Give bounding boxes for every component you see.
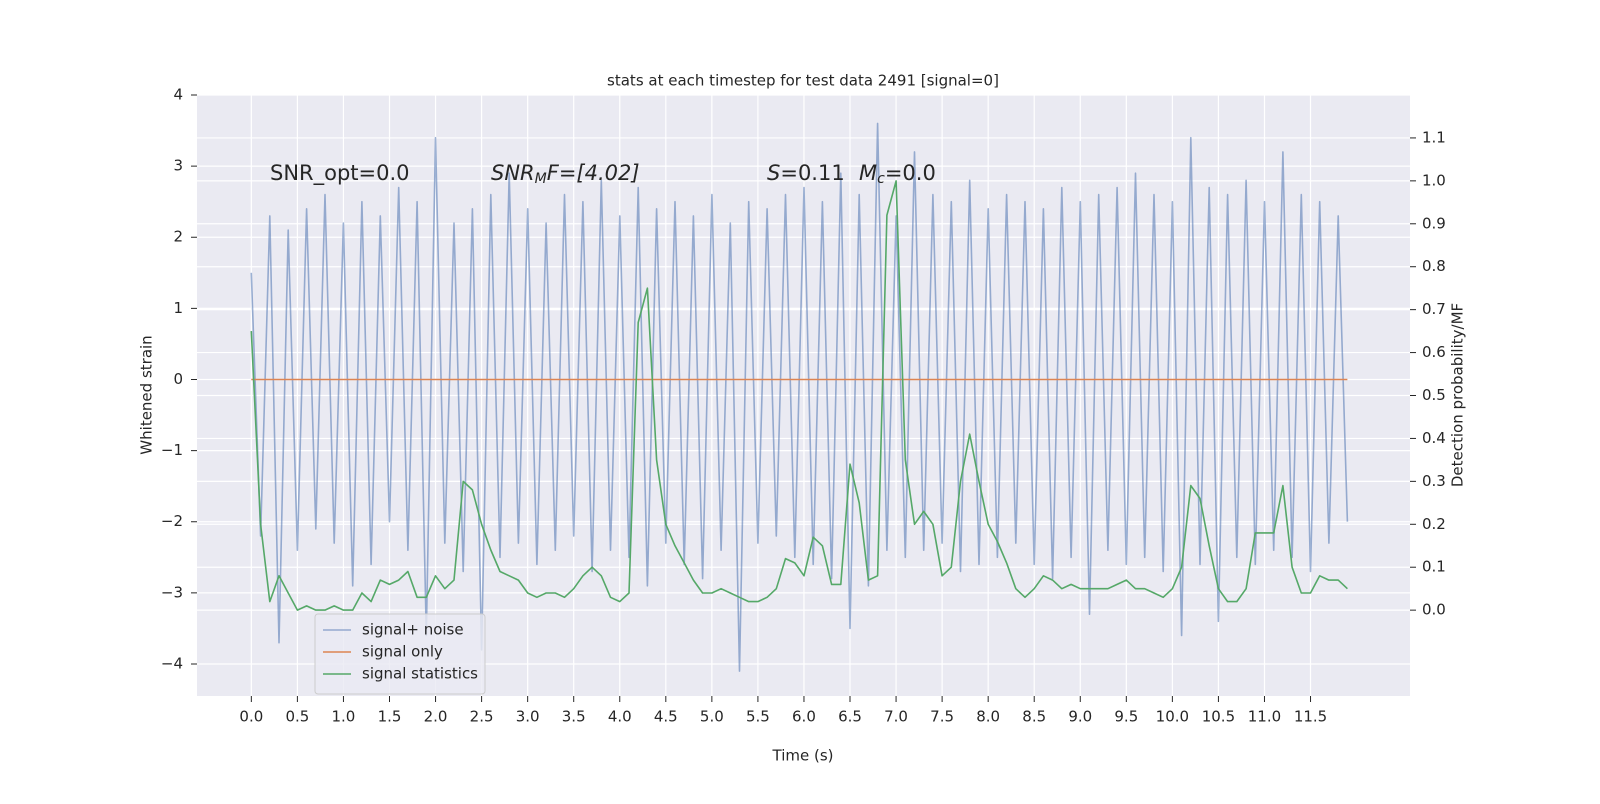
legend: signal+ noise signal only signal statistic…: [314, 613, 486, 695]
x-tick-label: 8.0: [976, 708, 1000, 726]
x-tick-label: 3.0: [516, 708, 540, 726]
y2-tick-label: 0.3: [1422, 472, 1446, 490]
y2-tick-label: 0.5: [1422, 386, 1446, 404]
x-tick-label: 2.0: [424, 708, 448, 726]
y2-tick-label: 0.4: [1422, 429, 1446, 447]
annotation: Mc=0.0: [859, 161, 936, 187]
y2-axis-label: Detection probability/MF: [1449, 303, 1467, 487]
x-tick-label: 4.5: [654, 708, 678, 726]
y2-tick-label: 1.1: [1422, 128, 1446, 146]
x-tick-label: 2.5: [470, 708, 494, 726]
y2-tick-label: 0.7: [1422, 300, 1446, 318]
x-tick-label: 8.5: [1022, 708, 1046, 726]
annotation: S=0.11: [767, 161, 845, 185]
annotation-sub: c: [877, 171, 885, 187]
x-tick-label: 0.0: [239, 708, 263, 726]
y-tick-label: 2: [173, 228, 183, 246]
x-tick-label: 5.0: [700, 708, 724, 726]
annotation-part: =0.0: [885, 161, 936, 185]
x-tick-label: 10.0: [1156, 708, 1189, 726]
annotation: SNRMF=[4.02]: [491, 161, 640, 187]
annotation-part: =0.11: [780, 161, 844, 185]
marks: [250, 122, 1349, 672]
y-tick-label: −2: [161, 512, 183, 530]
x-tick-label: 11.5: [1294, 708, 1327, 726]
chart-title: stats at each timestep for test data 249…: [607, 72, 999, 90]
y-tick-label: −3: [161, 583, 183, 601]
y-axis-label: Whitened strain: [138, 335, 156, 454]
series-line: [250, 122, 1349, 672]
x-tick-label: 1.0: [332, 708, 356, 726]
y2-tick-label: 0.9: [1422, 214, 1446, 232]
x-tick-label: 11.0: [1248, 708, 1281, 726]
y2-tick-label: 0.1: [1422, 558, 1446, 576]
annotation-part: M: [859, 161, 877, 185]
annotation-part: F=[4.02]: [547, 161, 640, 185]
x-tick-label: 5.5: [746, 708, 770, 726]
x-tick-label: 9.5: [1114, 708, 1138, 726]
x-tick-label: 10.5: [1202, 708, 1235, 726]
y-tick-label: 3: [173, 157, 183, 175]
y2-tick-label: 0.0: [1422, 601, 1446, 619]
x-tick-label: 6.0: [792, 708, 816, 726]
x-tick-label: 0.5: [285, 708, 309, 726]
series-line: [250, 180, 1348, 611]
x-tick-label: 7.5: [930, 708, 954, 726]
y-tick-label: −1: [161, 441, 183, 459]
legend-label: signal only: [362, 643, 443, 661]
legend-label: signal+ noise: [362, 621, 464, 639]
y2-tick-label: 0.6: [1422, 343, 1446, 361]
y2-tick-label: 0.8: [1422, 257, 1446, 275]
x-tick-label: 3.5: [562, 708, 586, 726]
annotation-part: SNR: [491, 161, 535, 185]
legend-box: [314, 613, 486, 695]
annotation-part: S: [767, 161, 780, 185]
y2-tick-label: 0.2: [1422, 515, 1446, 533]
x-tick-label: 1.5: [378, 708, 402, 726]
x-tick-label: 9.0: [1068, 708, 1092, 726]
x-tick-label: 6.5: [838, 708, 862, 726]
x-tick-label: 4.0: [608, 708, 632, 726]
x-tick-label: 7.0: [884, 708, 908, 726]
y-tick-label: 4: [173, 86, 183, 104]
y2-tick-label: 1.0: [1422, 171, 1446, 189]
y-tick-label: 1: [173, 299, 183, 317]
legend-label: signal statistics: [362, 665, 478, 683]
y-tick-label: −4: [161, 654, 183, 672]
x-axis-label: Time (s): [772, 747, 834, 765]
y-tick-label: 0: [173, 370, 183, 388]
annotation-sub: M: [535, 171, 547, 187]
annotation: SNR_opt=0.0: [270, 161, 410, 186]
